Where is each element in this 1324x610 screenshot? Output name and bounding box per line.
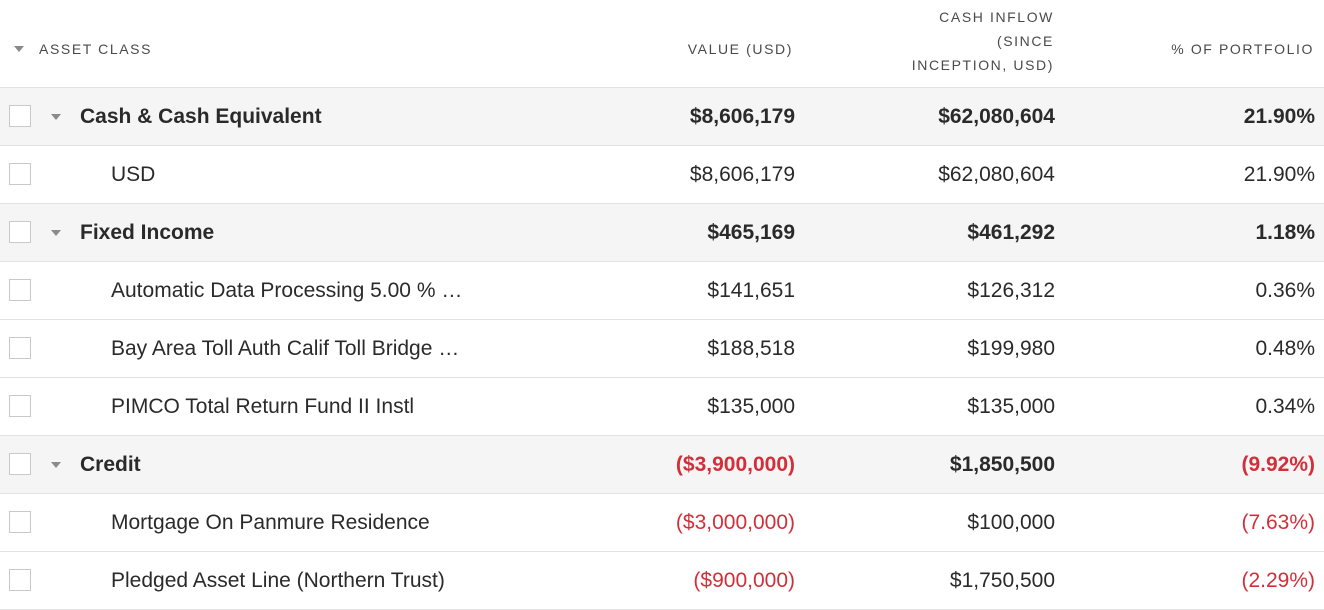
cash-inflow-cell: $100,000: [967, 511, 1055, 534]
collapse-caret-icon[interactable]: [51, 462, 61, 468]
value-cell: $135,000: [707, 395, 795, 418]
value-cell: $8,606,179: [689, 105, 795, 128]
value-cell: $141,651: [707, 279, 795, 302]
value-cell: $8,606,179: [689, 163, 795, 186]
value-cell: ($3,000,000): [675, 511, 795, 534]
row-checkbox[interactable]: [9, 453, 31, 475]
collapse-caret-icon[interactable]: [51, 114, 61, 120]
cash-inflow-cell: $62,080,604: [938, 163, 1055, 186]
pct-portfolio-cell: 21.90%: [1243, 105, 1315, 128]
table-row[interactable]: USD $8,606,179 $62,080,604 21.90%: [0, 146, 1324, 204]
column-header-pct-portfolio[interactable]: % OF PORTFOLIO: [1171, 41, 1314, 57]
group-row[interactable]: Cash & Cash Equivalent $8,606,179 $62,080,…: [0, 88, 1324, 146]
cash-inflow-cell: $126,312: [967, 279, 1055, 302]
row-checkbox[interactable]: [9, 337, 31, 359]
collapse-caret-icon[interactable]: [51, 230, 61, 236]
holding-name: USD: [111, 163, 156, 186]
cash-inflow-cell: $461,292: [967, 221, 1055, 244]
value-cell: $188,518: [707, 337, 795, 360]
group-row[interactable]: Credit ($3,900,000) $1,850,500 (9.92%): [0, 436, 1324, 494]
pct-portfolio-cell: (2.29%): [1241, 569, 1315, 592]
cash-inflow-cell: $1,850,500: [949, 453, 1055, 476]
asset-class-name: Credit: [80, 453, 141, 476]
pct-portfolio-cell: (7.63%): [1241, 511, 1315, 534]
cash-inflow-cell: $1,750,500: [949, 569, 1055, 592]
pct-portfolio-cell: 21.90%: [1243, 163, 1315, 186]
column-header-asset-class[interactable]: ASSET CLASS: [14, 39, 152, 59]
column-header-value[interactable]: VALUE (USD): [687, 41, 793, 57]
cash-inflow-cell: $135,000: [967, 395, 1055, 418]
table-row[interactable]: PIMCO Total Return Fund II Instl $135,000…: [0, 378, 1324, 436]
row-checkbox[interactable]: [9, 511, 31, 533]
holding-name: Pledged Asset Line (Northern Trust): [111, 569, 445, 592]
value-cell: ($900,000): [693, 569, 795, 592]
table-row[interactable]: Automatic Data Processing 5.00 % … $141,6…: [0, 262, 1324, 320]
table-row[interactable]: Pledged Asset Line (Northern Trust) ($900…: [0, 552, 1324, 610]
pct-portfolio-cell: 0.48%: [1255, 337, 1315, 360]
pct-portfolio-cell: 0.36%: [1255, 279, 1315, 302]
pct-portfolio-cell: 0.34%: [1255, 395, 1315, 418]
asset-class-name: Fixed Income: [80, 221, 215, 244]
row-checkbox[interactable]: [9, 163, 31, 185]
holding-name: Mortgage On Panmure Residence: [111, 511, 430, 534]
cash-inflow-cell: $62,080,604: [938, 105, 1055, 128]
row-checkbox[interactable]: [9, 395, 31, 417]
row-checkbox[interactable]: [9, 279, 31, 301]
row-checkbox[interactable]: [9, 221, 31, 243]
table-header: ASSET CLASS VALUE (USD) CASH INFLOW (SIN…: [0, 0, 1324, 88]
holding-name: PIMCO Total Return Fund II Instl: [111, 395, 415, 418]
asset-class-name: Cash & Cash Equivalent: [80, 105, 322, 128]
pct-portfolio-cell: 1.18%: [1255, 221, 1315, 244]
column-header-cash-inflow[interactable]: CASH INFLOW (SINCE INCEPTION, USD): [911, 9, 1054, 73]
table-body: Cash & Cash Equivalent $8,606,179 $62,080,…: [0, 88, 1324, 610]
table-row[interactable]: Mortgage On Panmure Residence ($3,000,000…: [0, 494, 1324, 552]
group-row[interactable]: Fixed Income $465,169 $461,292 1.18%: [0, 204, 1324, 262]
asset-class-header-label: ASSET CLASS: [39, 41, 153, 57]
sort-caret-icon[interactable]: [14, 46, 24, 52]
holding-name: Bay Area Toll Auth Calif Toll Bridge …: [111, 337, 460, 360]
pct-portfolio-cell: (9.92%): [1241, 453, 1315, 476]
cash-inflow-cell: $199,980: [967, 337, 1055, 360]
table-row[interactable]: Bay Area Toll Auth Calif Toll Bridge … $1…: [0, 320, 1324, 378]
holding-name: Automatic Data Processing 5.00 % …: [111, 279, 463, 302]
row-checkbox[interactable]: [9, 105, 31, 127]
row-checkbox[interactable]: [9, 569, 31, 591]
value-cell: $465,169: [707, 221, 795, 244]
value-cell: ($3,900,000): [675, 453, 795, 476]
